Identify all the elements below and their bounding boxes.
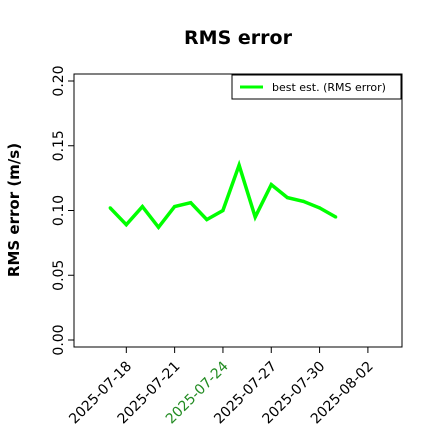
legend: best est. (RMS error) [231,74,402,100]
y-tick-label: 0.00 [51,324,67,355]
x-axis: 2025-07-182025-07-212025-07-242025-07-27… [66,347,377,427]
y-tick-label: 0.05 [51,260,67,291]
y-tick-label: 0.20 [51,65,67,96]
data-point [334,215,338,219]
data-point [124,223,128,227]
chart-title: RMS error [184,27,293,49]
series-line-0 [108,159,337,231]
data-point [205,218,209,222]
legend-label: best est. (RMS error) [272,81,386,94]
data-point [156,225,161,229]
data-point [221,208,225,213]
data-point [140,205,144,209]
data-point [237,163,241,167]
data-point [285,196,289,200]
data-point [318,206,322,210]
y-axis: 0.00 0.05 0.10 0.15 0.20 [51,65,74,356]
y-tick-label: 0.15 [51,130,67,161]
series-layer [108,159,338,231]
data-point [269,183,273,187]
data-point [173,205,177,209]
data-point [253,215,257,219]
data-point [108,206,112,210]
plot-frame [73,73,403,348]
data-point [301,199,306,203]
y-tick-label: 0.10 [51,195,67,226]
y-axis-label: RMS error (m/s) [5,143,23,277]
data-point [189,201,193,205]
